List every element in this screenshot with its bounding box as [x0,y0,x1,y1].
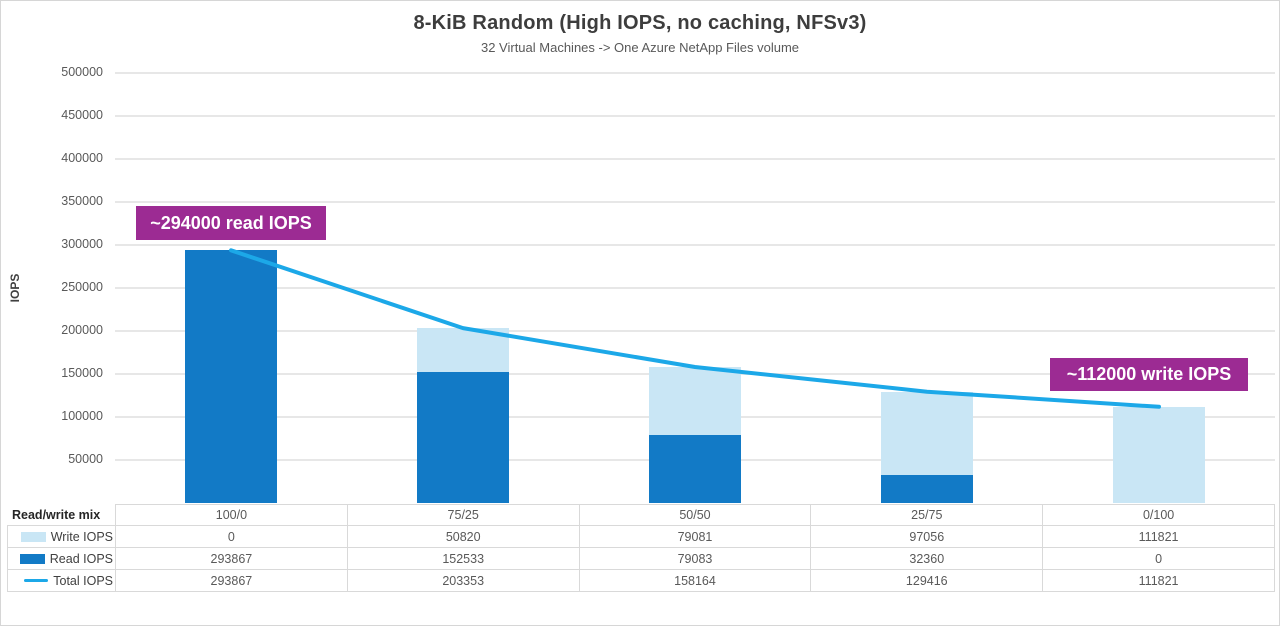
table-value-cell: 79083 [579,548,812,570]
gridline [115,158,1275,160]
table-value-cell: 293867 [116,548,348,570]
table-value-cell: 203353 [347,570,580,592]
y-tick-label: 450000 [61,108,103,122]
table-value-cell: 50820 [347,526,580,548]
table-category-cell: 100/0 [116,504,348,526]
annotation-read-peak: ~294000 read IOPS [136,206,326,240]
bar-segment-read [185,250,277,503]
table-category-cell: 25/75 [811,504,1044,526]
table-value-cell: 111821 [1043,526,1275,548]
y-tick-label: 500000 [61,65,103,79]
table-value-cell: 111821 [1043,570,1275,592]
y-tick-label: 200000 [61,323,103,337]
table-value-cell: 293867 [116,570,348,592]
plot-area: 50000 100000 150000 200000 250000 300000 35000… [61,65,1275,503]
legend-line-swatch [24,578,49,583]
table-value-cell: 129416 [811,570,1044,592]
bar-segment-read [417,371,509,503]
gridline [115,72,1275,74]
gridline [115,330,1275,332]
gridline [115,287,1275,289]
series-name: Total IOPS [53,573,113,588]
table-value-cell: 0 [1043,548,1275,570]
bar-segment-write [649,366,741,435]
gridline [115,201,1275,203]
table-value-cell: 32360 [811,548,1044,570]
data-table: Read/write mix 100/0 75/25 50/50 25/75 0/100 W… [7,504,1275,592]
table-value-cell: 158164 [579,570,812,592]
legend-bar-swatch [20,531,46,542]
table-value-cell: 97056 [811,526,1044,548]
bar-segment-write [881,391,973,476]
gridline [115,115,1275,117]
table-row-header: Read IOPS [7,548,116,570]
chart-subtitle: 32 Virtual Machines -> One Azure NetApp … [480,40,800,55]
bar-segment-read [649,434,741,503]
chart-title: 8-KiB Random (High IOPS, no caching, NFS… [413,12,867,34]
y-tick-label: 400000 [61,151,103,165]
table-category-cell: 50/50 [579,504,812,526]
y-tick-label: 50000 [68,452,103,466]
table-row-header: Total IOPS [7,570,116,592]
series-name: Read IOPS [49,551,113,566]
table-category-cell: 75/25 [347,504,580,526]
table-value-cell: 152533 [347,548,580,570]
table-value-cell: 0 [116,526,348,548]
bar-segment-read [881,475,973,503]
table-row-header: Write IOPS [7,526,116,548]
annotation-write-peak: ~112000 write IOPS [1050,358,1248,391]
table-corner-xlabel: Read/write mix [7,504,116,526]
y-tick-label: 150000 [61,366,103,380]
y-tick-label: 100000 [61,409,103,423]
legend-bar-swatch [19,553,45,564]
total-iops-line [229,248,1161,409]
y-tick-label: 300000 [61,237,103,251]
series-name: Write IOPS [50,529,113,544]
table-category-cell: 0/100 [1043,504,1275,526]
bar-segment-write [417,328,509,372]
gridline [115,244,1275,246]
bar-segment-write [1113,406,1205,503]
y-tick-label: 250000 [61,280,103,294]
table-value-cell: 79081 [579,526,812,548]
y-tick-label: 350000 [61,194,103,208]
